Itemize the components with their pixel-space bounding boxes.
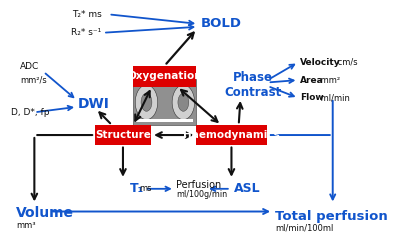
Bar <box>136 119 194 122</box>
Ellipse shape <box>135 85 158 120</box>
Text: ms: ms <box>139 184 152 193</box>
Text: Area: Area <box>300 76 324 85</box>
Ellipse shape <box>172 85 194 120</box>
Text: Structure: Structure <box>95 130 151 140</box>
Text: ADC: ADC <box>20 62 39 71</box>
Text: BOLD: BOLD <box>201 17 242 30</box>
Bar <box>133 79 196 125</box>
Text: mm²: mm² <box>318 76 340 85</box>
Text: T₂* ms: T₂* ms <box>72 10 102 19</box>
Ellipse shape <box>141 93 152 111</box>
Text: ml/min: ml/min <box>318 93 350 103</box>
Text: DWI: DWI <box>78 97 110 111</box>
Text: mm²/s: mm²/s <box>20 76 47 85</box>
Text: ml/100g/min: ml/100g/min <box>176 190 228 199</box>
Text: T₁: T₁ <box>130 182 144 195</box>
Text: Haemodynamics: Haemodynamics <box>183 130 280 140</box>
Text: Total perfusion: Total perfusion <box>275 210 388 223</box>
Text: Volume: Volume <box>16 206 74 220</box>
Ellipse shape <box>178 93 189 111</box>
Text: cm/s: cm/s <box>335 58 358 67</box>
Text: ml/min/100ml: ml/min/100ml <box>275 223 333 232</box>
Text: ASL: ASL <box>234 182 261 195</box>
Text: Oxygenation: Oxygenation <box>127 71 202 81</box>
Text: D, D*, fp: D, D*, fp <box>11 108 49 117</box>
Text: Perfusion: Perfusion <box>176 179 222 190</box>
Text: Flow: Flow <box>300 93 324 103</box>
Bar <box>196 125 267 145</box>
Text: R₂* s⁻¹: R₂* s⁻¹ <box>70 28 101 37</box>
Text: mm³: mm³ <box>16 221 36 230</box>
Text: Velocity: Velocity <box>300 58 341 67</box>
Bar <box>133 66 196 87</box>
Bar <box>95 125 151 145</box>
Text: Phase
Contrast: Phase Contrast <box>224 71 282 99</box>
